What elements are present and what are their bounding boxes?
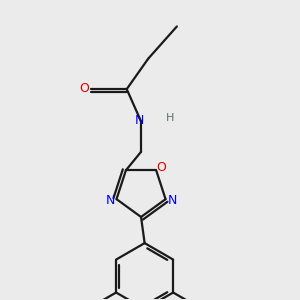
Text: N: N <box>105 194 115 207</box>
Text: N: N <box>135 115 144 128</box>
Text: H: H <box>166 113 174 123</box>
Text: N: N <box>167 194 177 207</box>
Text: O: O <box>156 161 166 174</box>
Text: O: O <box>80 82 89 95</box>
